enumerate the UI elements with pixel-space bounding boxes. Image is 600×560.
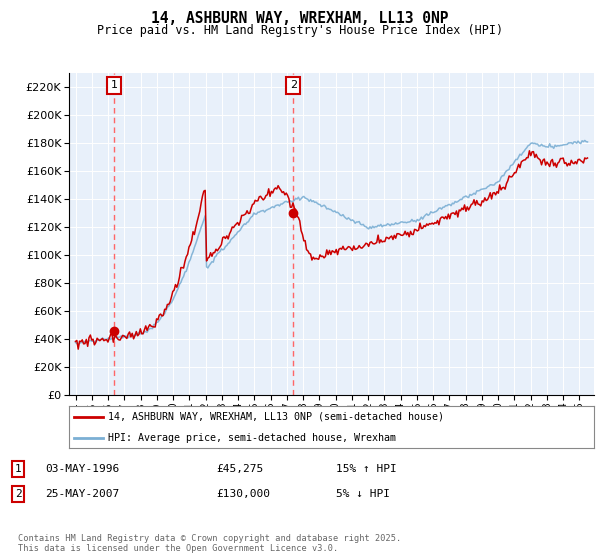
Text: HPI: Average price, semi-detached house, Wrexham: HPI: Average price, semi-detached house,… [109, 433, 397, 443]
Text: 15% ↑ HPI: 15% ↑ HPI [336, 464, 397, 474]
Text: 25-MAY-2007: 25-MAY-2007 [45, 489, 119, 499]
Text: 1: 1 [14, 464, 22, 474]
Text: 03-MAY-1996: 03-MAY-1996 [45, 464, 119, 474]
Text: 14, ASHBURN WAY, WREXHAM, LL13 0NP: 14, ASHBURN WAY, WREXHAM, LL13 0NP [151, 11, 449, 26]
Text: Contains HM Land Registry data © Crown copyright and database right 2025.
This d: Contains HM Land Registry data © Crown c… [18, 534, 401, 553]
Text: 2: 2 [14, 489, 22, 499]
Text: 1: 1 [110, 81, 118, 90]
Text: 5% ↓ HPI: 5% ↓ HPI [336, 489, 390, 499]
Text: £130,000: £130,000 [216, 489, 270, 499]
Text: 2: 2 [290, 81, 297, 90]
Text: 14, ASHBURN WAY, WREXHAM, LL13 0NP (semi-detached house): 14, ASHBURN WAY, WREXHAM, LL13 0NP (semi… [109, 412, 445, 422]
Text: £45,275: £45,275 [216, 464, 263, 474]
Text: Price paid vs. HM Land Registry's House Price Index (HPI): Price paid vs. HM Land Registry's House … [97, 24, 503, 36]
